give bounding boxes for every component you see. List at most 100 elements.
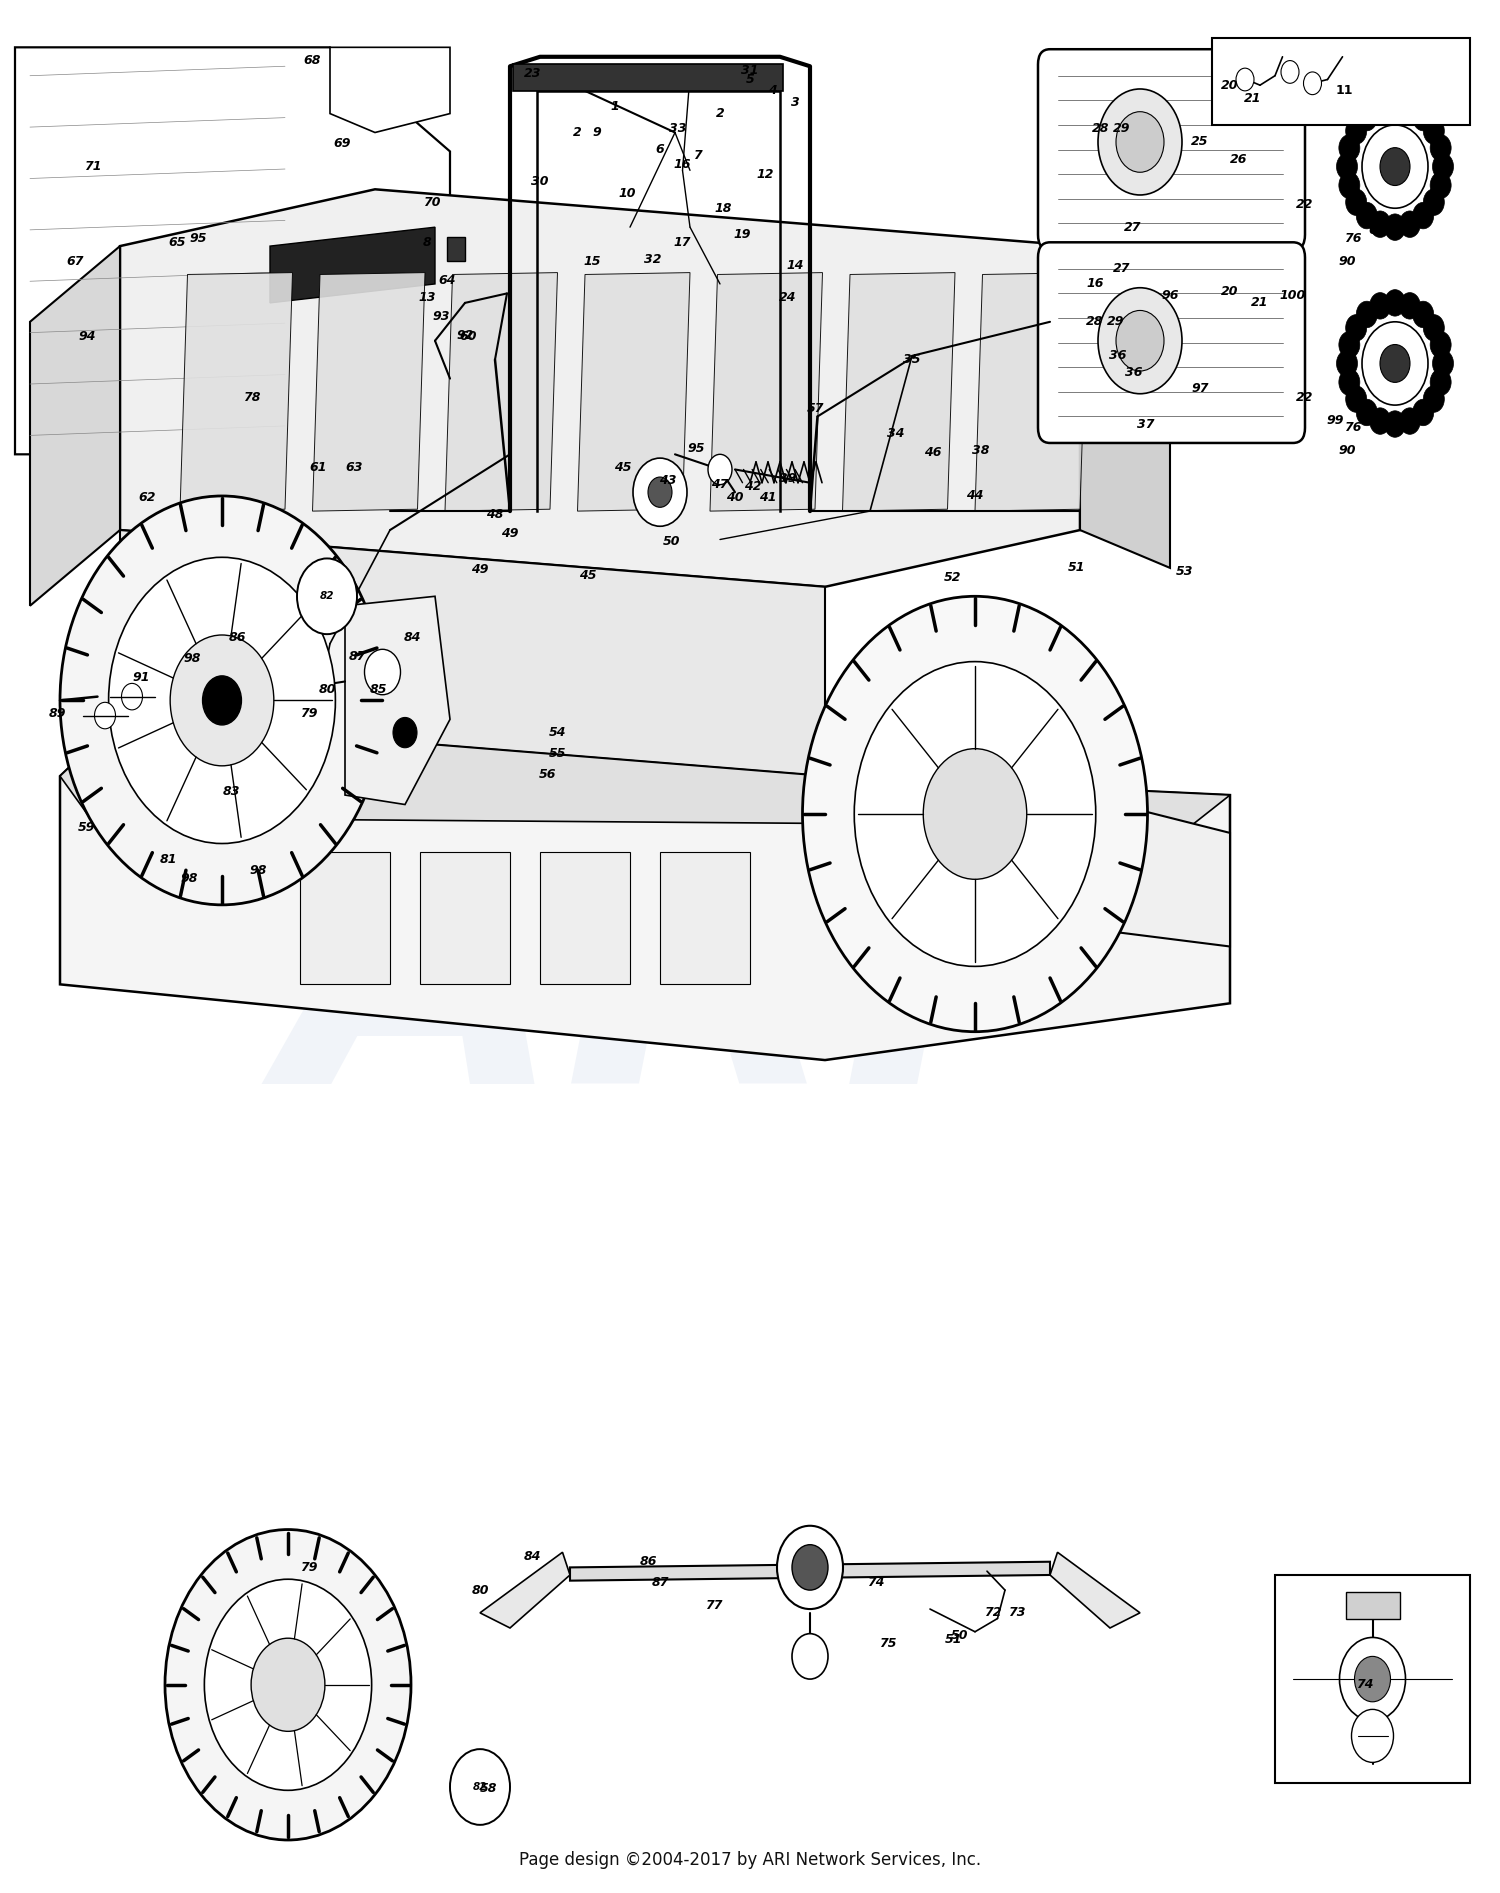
Polygon shape [446, 273, 558, 511]
Text: 59: 59 [78, 822, 96, 833]
Polygon shape [1346, 1592, 1400, 1619]
Circle shape [393, 717, 417, 748]
Circle shape [1413, 301, 1434, 327]
Text: 70: 70 [423, 197, 441, 208]
Text: 40: 40 [726, 492, 744, 504]
Circle shape [1340, 1637, 1406, 1721]
Text: 22: 22 [1296, 392, 1314, 403]
Circle shape [297, 558, 357, 634]
Circle shape [1340, 331, 1360, 358]
Text: 2: 2 [573, 127, 582, 138]
Circle shape [1413, 104, 1434, 131]
Text: 84: 84 [524, 1550, 542, 1562]
Circle shape [1236, 68, 1254, 91]
Polygon shape [270, 227, 435, 303]
Text: 93: 93 [432, 310, 450, 322]
Circle shape [165, 1530, 411, 1840]
Text: 45: 45 [614, 462, 632, 473]
Text: 46: 46 [924, 447, 942, 458]
Text: 82: 82 [472, 1781, 488, 1793]
Text: 20: 20 [1221, 286, 1239, 297]
Circle shape [855, 661, 1095, 965]
Bar [1212, 38, 1470, 125]
Circle shape [450, 1749, 510, 1825]
Circle shape [1384, 411, 1406, 437]
Polygon shape [975, 273, 1088, 511]
Text: 63: 63 [345, 462, 363, 473]
Text: 1: 1 [610, 100, 620, 112]
Text: 77: 77 [705, 1600, 723, 1611]
Bar [1275, 1575, 1470, 1783]
Text: ARI: ARI [284, 810, 976, 1159]
FancyBboxPatch shape [1038, 242, 1305, 443]
Text: 38: 38 [972, 445, 990, 456]
Text: 12: 12 [756, 168, 774, 180]
Circle shape [792, 1634, 828, 1679]
Circle shape [1432, 350, 1454, 377]
Circle shape [251, 1637, 326, 1732]
Text: 98: 98 [183, 653, 201, 664]
Circle shape [1356, 399, 1377, 426]
Text: 20: 20 [1221, 80, 1239, 91]
Text: 72: 72 [984, 1607, 1002, 1619]
Circle shape [1356, 104, 1377, 131]
Text: 80: 80 [318, 683, 336, 695]
Text: 14: 14 [786, 259, 804, 271]
Circle shape [1356, 301, 1377, 327]
Circle shape [1400, 210, 1420, 237]
Circle shape [1336, 350, 1358, 377]
Circle shape [1370, 293, 1390, 320]
Text: 6: 6 [656, 144, 664, 155]
Text: 41: 41 [759, 492, 777, 504]
Polygon shape [540, 852, 630, 984]
Circle shape [1384, 214, 1406, 240]
Text: 95: 95 [687, 443, 705, 454]
Text: Page design ©2004-2017 by ARI Network Services, Inc.: Page design ©2004-2017 by ARI Network Se… [519, 1851, 981, 1870]
Text: 61: 61 [309, 462, 327, 473]
Text: 49: 49 [501, 528, 519, 540]
Circle shape [1400, 293, 1420, 320]
Polygon shape [30, 246, 120, 606]
Circle shape [1370, 210, 1390, 237]
Circle shape [364, 649, 400, 695]
Polygon shape [60, 719, 1230, 842]
Text: 3: 3 [790, 97, 800, 108]
Text: 33: 33 [669, 123, 687, 134]
Text: 15: 15 [584, 256, 602, 267]
Circle shape [204, 1579, 372, 1791]
Circle shape [1116, 310, 1164, 371]
Circle shape [1430, 369, 1450, 396]
Circle shape [1098, 89, 1182, 195]
Circle shape [60, 496, 384, 905]
Text: 90: 90 [1338, 256, 1356, 267]
Circle shape [1340, 369, 1360, 396]
Circle shape [1400, 97, 1420, 123]
Text: 79: 79 [300, 708, 318, 719]
Text: 17: 17 [674, 237, 692, 248]
Text: 10: 10 [618, 187, 636, 199]
Text: 86: 86 [639, 1556, 657, 1567]
Text: 9: 9 [592, 127, 602, 138]
Circle shape [1384, 93, 1406, 119]
Text: 65: 65 [168, 237, 186, 248]
Polygon shape [570, 1562, 1050, 1581]
Polygon shape [120, 189, 1080, 587]
Circle shape [1362, 322, 1428, 405]
Text: 85: 85 [369, 683, 387, 695]
Text: 69: 69 [333, 138, 351, 150]
Text: 87: 87 [651, 1577, 669, 1588]
Polygon shape [15, 47, 450, 454]
Circle shape [1424, 386, 1444, 413]
Text: 54: 54 [549, 727, 567, 738]
Text: 95: 95 [189, 233, 207, 244]
Text: 53: 53 [1176, 566, 1194, 577]
Text: 16: 16 [1086, 278, 1104, 290]
Polygon shape [1080, 246, 1170, 568]
Circle shape [1413, 399, 1434, 426]
Text: 57: 57 [807, 403, 825, 415]
Text: 58: 58 [480, 1783, 498, 1795]
Text: 50: 50 [663, 536, 681, 547]
Circle shape [1380, 345, 1410, 382]
Text: 36: 36 [1108, 350, 1126, 362]
Text: 99: 99 [1326, 415, 1344, 426]
